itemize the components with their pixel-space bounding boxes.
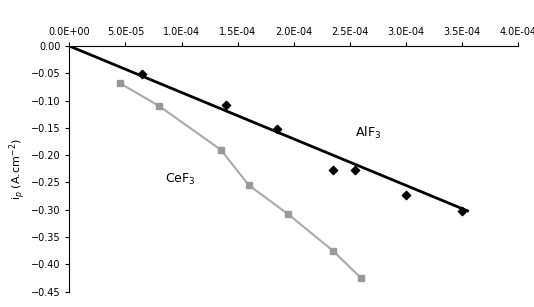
Point <box>402 192 410 197</box>
Text: CeF$_3$: CeF$_3$ <box>164 172 195 187</box>
Point <box>351 168 360 173</box>
Text: AlF$_3$: AlF$_3$ <box>356 125 382 142</box>
Point <box>138 72 146 77</box>
Point <box>222 103 231 107</box>
Y-axis label: i$_p$ (A.cm$^{-2}$): i$_p$ (A.cm$^{-2}$) <box>7 138 28 200</box>
Point <box>273 126 281 131</box>
Point <box>329 168 337 173</box>
Point <box>458 208 466 213</box>
